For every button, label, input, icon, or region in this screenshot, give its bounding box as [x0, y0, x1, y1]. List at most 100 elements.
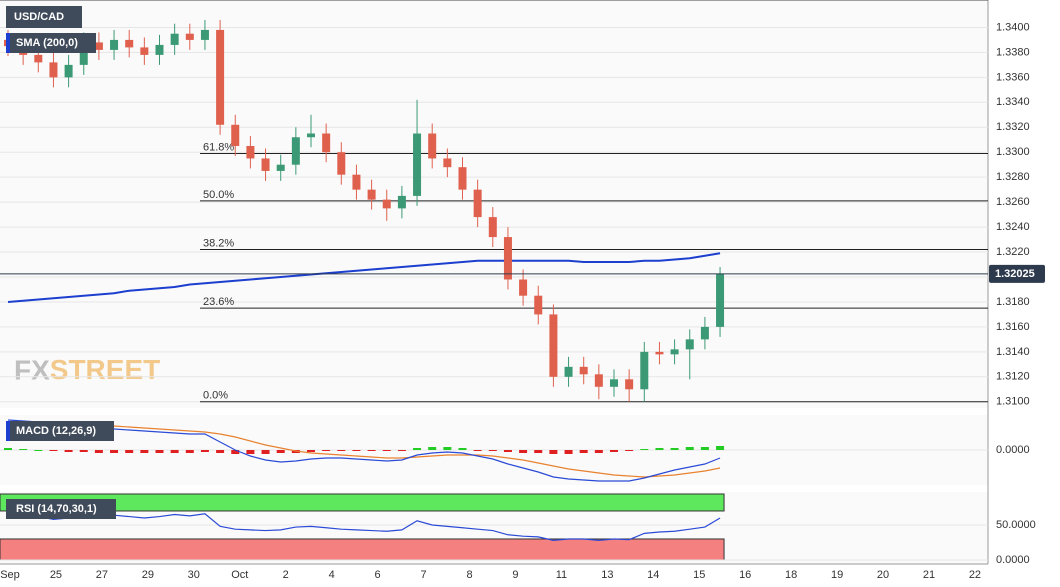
candle-body [579, 366, 588, 375]
y-tick-label: 50.0000 [996, 519, 1036, 531]
candle-body [246, 145, 255, 159]
line [8, 421, 721, 478]
histogram-bar [261, 450, 270, 454]
candle-body [216, 29, 225, 125]
histogram-bar [216, 450, 225, 453]
candle-body [413, 133, 422, 196]
candle-body [170, 33, 179, 45]
candle-body [397, 195, 406, 209]
histogram-bar [503, 450, 512, 452]
legend-box [6, 33, 96, 53]
x-tick-label: 15 [693, 569, 705, 581]
x-tick-label: 8 [466, 569, 472, 581]
y-tick-label: 1.3380 [996, 46, 1030, 58]
candle-body [94, 42, 103, 50]
candle-body [549, 314, 558, 377]
histogram-bar [140, 450, 149, 453]
candle-body [564, 366, 573, 377]
candle-body [670, 349, 679, 355]
candle-body [488, 217, 497, 238]
histogram-bar [337, 450, 346, 451]
fib-label: 50.0% [203, 189, 234, 201]
candle-body [716, 273, 725, 327]
x-tick-label: 7 [420, 569, 426, 581]
y-tick-label: 0.0000 [996, 554, 1030, 566]
histogram-bar [488, 450, 497, 451]
candle-body [307, 133, 315, 138]
y-tick-label: 1.3120 [996, 371, 1030, 383]
candle-body [79, 42, 88, 65]
candle-body [261, 158, 270, 171]
candle-body [64, 64, 73, 78]
y-tick-label: 1.3260 [996, 196, 1030, 208]
x-tick-label: 13 [601, 569, 613, 581]
line [7, 419, 721, 482]
candle-body [367, 189, 376, 200]
last-price-label: 1.32025 [995, 268, 1035, 280]
legend-box [6, 421, 114, 441]
layer: 1.31001.31201.31401.31601.31801.32001.32… [0, 19, 1045, 581]
histogram-bar [200, 450, 209, 452]
histogram-bar [49, 450, 58, 451]
legend-swatch [6, 421, 10, 441]
histogram-bar [19, 449, 28, 450]
candle-body [640, 351, 649, 390]
y-tick-label: 1.3320 [996, 121, 1030, 133]
histogram-bar [549, 450, 558, 454]
x-tick-label: 21 [923, 569, 935, 581]
candle-body [610, 379, 618, 387]
histogram-bar [458, 448, 467, 450]
y-tick-label: 1.3280 [996, 171, 1030, 183]
rsi-title: RSI (14,70,30,1) [16, 503, 97, 515]
x-tick-label: 22 [969, 569, 981, 581]
legend-swatch [6, 33, 10, 53]
candle-body [700, 326, 709, 340]
histogram-bar [110, 450, 119, 453]
histogram-bar [473, 450, 482, 451]
histogram-bar [443, 447, 452, 450]
candle-body [473, 189, 482, 218]
y-tick-label: 0.0000 [996, 444, 1030, 456]
candle-body [200, 29, 209, 40]
histogram-bar [79, 450, 88, 452]
candle-body [337, 152, 346, 175]
fib-label: 0.0% [203, 390, 228, 402]
x-tick-label: 30 [188, 569, 200, 581]
y-tick-label: 1.3300 [996, 146, 1030, 158]
line [7, 252, 721, 303]
y-tick-label: 1.3400 [996, 21, 1030, 33]
x-tick-label: 4 [329, 569, 335, 581]
candle-body [185, 33, 194, 40]
x-tick-label: 25 [50, 569, 62, 581]
y-tick-label: 1.3140 [996, 346, 1030, 358]
histogram-bar [700, 447, 709, 450]
y-tick-label: 1.3220 [996, 246, 1030, 258]
histogram-bar [94, 450, 103, 453]
overbought-band [0, 493, 725, 512]
histogram-bar [276, 450, 285, 453]
histogram-bar [594, 450, 603, 453]
y-tick-label: 1.3360 [996, 71, 1030, 83]
histogram-bar [579, 450, 588, 453]
candle-body [519, 279, 528, 296]
histogram-bar [367, 450, 376, 451]
fib-label: 38.2% [203, 237, 234, 249]
candle-body [352, 174, 361, 190]
histogram-bar [610, 450, 618, 452]
candle-body [458, 167, 467, 190]
candle-body [503, 237, 512, 280]
histogram-bar [4, 448, 12, 450]
histogram-bar [64, 450, 73, 452]
histogram-bar [428, 447, 437, 450]
histogram-bar [685, 447, 694, 450]
histogram-bar [655, 448, 664, 450]
macd-title: MACD (12,26,9) [16, 425, 96, 437]
candle-body [140, 47, 149, 55]
candle-body [155, 44, 164, 55]
y-tick-label: 1.3160 [996, 321, 1030, 333]
candle-body [231, 124, 240, 146]
x-tick-label: 14 [647, 569, 659, 581]
histogram-bar [413, 448, 422, 450]
y-tick-label: 1.3340 [996, 96, 1030, 108]
